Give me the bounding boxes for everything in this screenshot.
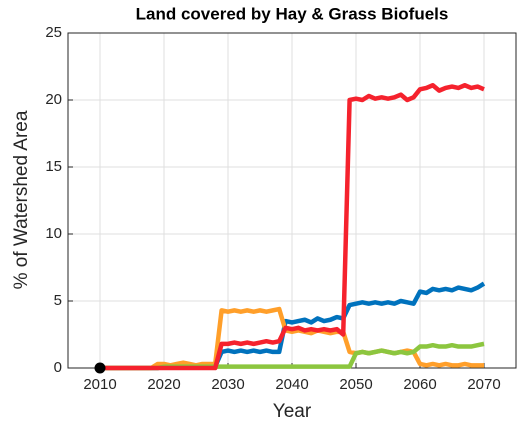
- y-axis-label: % of Watershed Area: [11, 110, 32, 289]
- point-marker: [94, 362, 106, 374]
- y-tick-label: 10: [45, 225, 62, 242]
- line-series: [100, 83, 485, 371]
- x-tick-label: 2010: [83, 376, 116, 393]
- y-tick-label: 5: [54, 292, 62, 309]
- x-axis-label: Year: [273, 401, 312, 422]
- x-tick-label: 2020: [147, 376, 180, 393]
- y-tick-label: 25: [45, 24, 62, 41]
- y-tick-label: 0: [54, 359, 62, 376]
- y-tick-label: 20: [45, 91, 62, 108]
- line-series: [100, 306, 484, 371]
- x-tick-label: 2040: [275, 376, 308, 393]
- y-tick-label: 15: [45, 158, 62, 175]
- x-tick-label: 2050: [339, 376, 372, 393]
- chart-title: Land covered by Hay & Grass Biofuels: [136, 4, 449, 23]
- x-tick-label: 2060: [403, 376, 436, 393]
- x-tick-label: 2030: [211, 376, 244, 393]
- x-tick-label: 2070: [467, 376, 500, 393]
